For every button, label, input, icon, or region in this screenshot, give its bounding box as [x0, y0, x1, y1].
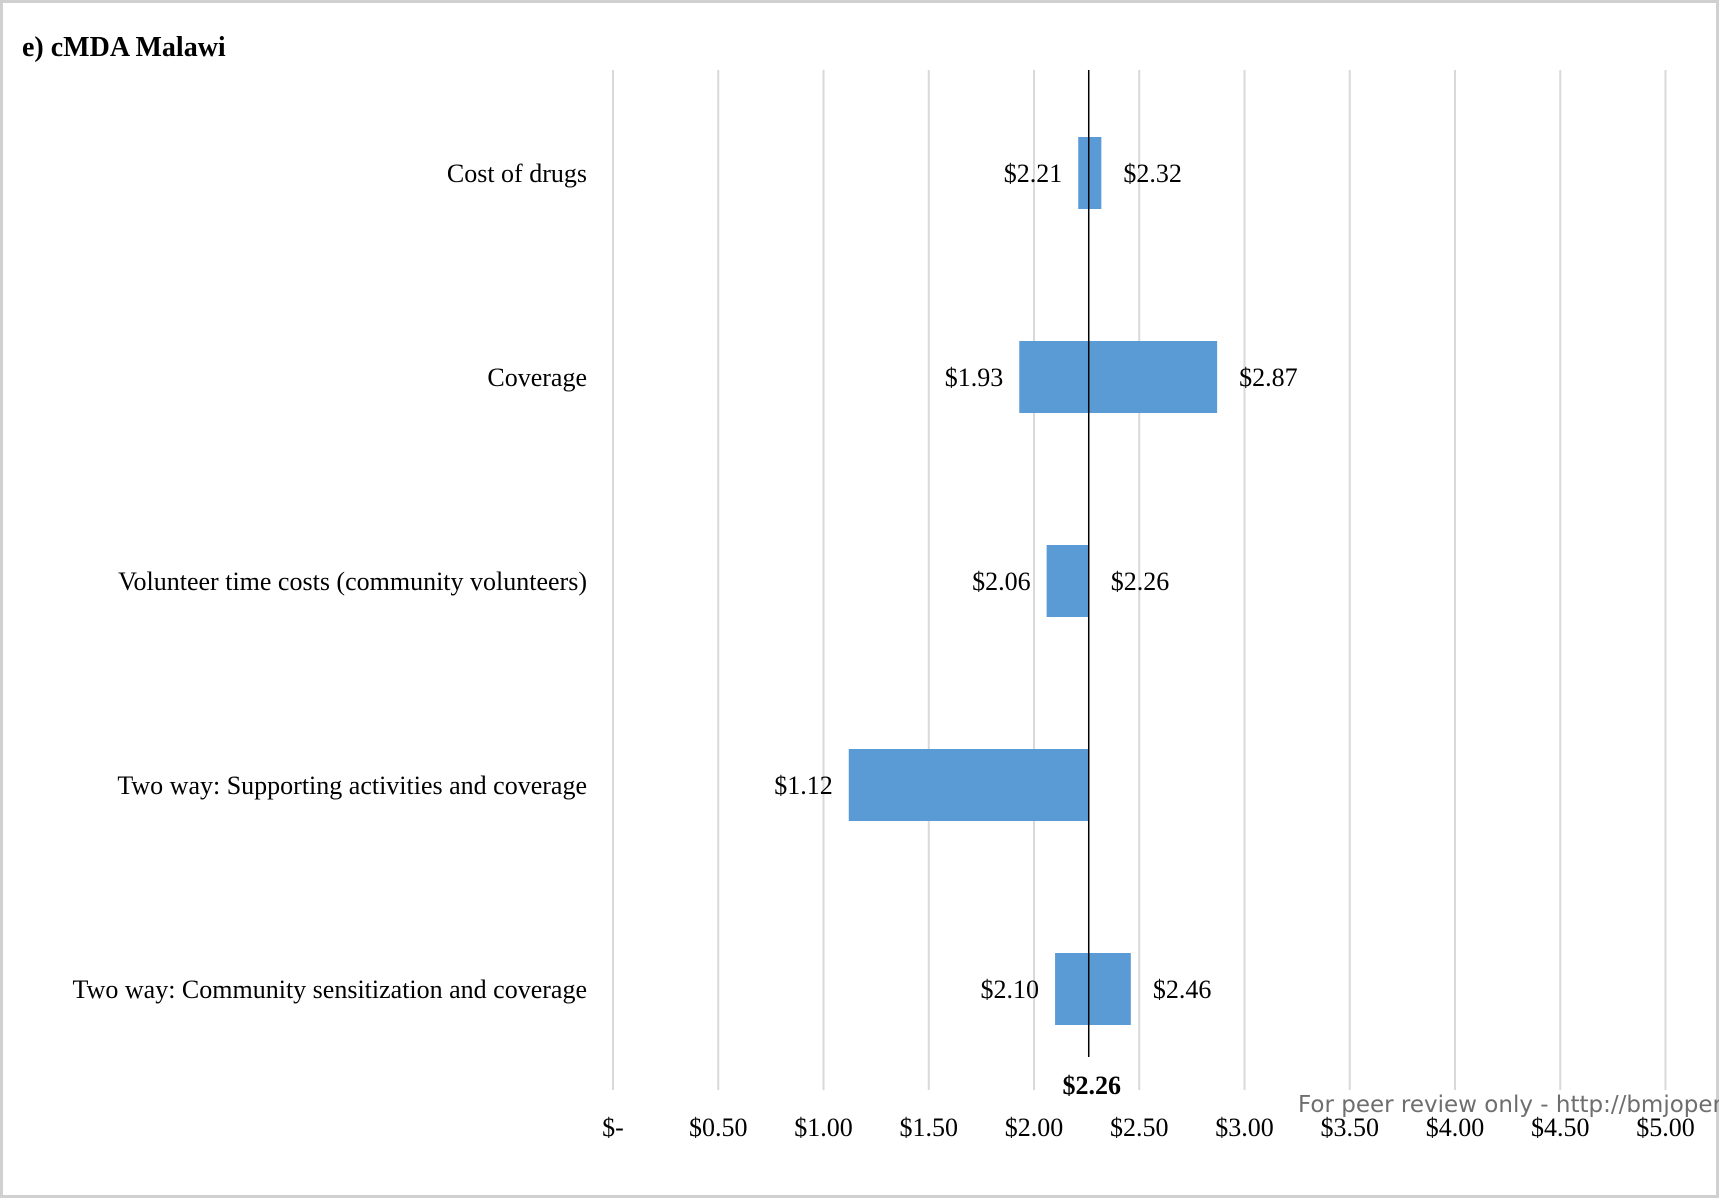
- low-value-label-4: $2.10: [981, 975, 1040, 1004]
- bar-0: [1078, 137, 1102, 209]
- gridlines: [612, 70, 1667, 1090]
- x-tick-label-5: $2.50: [1110, 1113, 1169, 1142]
- category-label-4: Two way: Community sensitization and cov…: [73, 975, 587, 1004]
- category-label-2: Volunteer time costs (community voluntee…: [118, 567, 587, 596]
- category-label-1: Coverage: [487, 363, 587, 392]
- x-tick-label-3: $1.50: [900, 1113, 959, 1142]
- x-axis-ticks: $- $0.50 $1.00 $1.50 $2.00 $2.50 $3.00 $3.50 $4.…: [602, 1113, 1695, 1142]
- x-tick-label-2: $1.00: [794, 1113, 853, 1142]
- bar-3: [848, 749, 1089, 821]
- high-value-label-4: $2.46: [1153, 975, 1212, 1004]
- bar-4: [1055, 953, 1131, 1025]
- low-value-label-1: $1.93: [945, 363, 1004, 392]
- high-value-label-2: $2.26: [1111, 567, 1170, 596]
- x-tick-label-9: $4.50: [1531, 1113, 1590, 1142]
- low-value-label-3: $1.12: [774, 771, 833, 800]
- category-label-0: Cost of drugs: [447, 159, 587, 188]
- baseline-label: $2.26: [1062, 1071, 1121, 1100]
- bar-2: [1046, 545, 1089, 617]
- x-tick-label-0: $-: [602, 1113, 624, 1142]
- x-tick-label-8: $4.00: [1426, 1113, 1485, 1142]
- low-value-label-2: $2.06: [972, 567, 1031, 596]
- chart-title: e) cMDA Malawi: [22, 32, 226, 63]
- bars: [848, 137, 1218, 1025]
- x-tick-label-6: $3.00: [1215, 1113, 1274, 1142]
- value-labels: $2.21 $2.32 $1.93 $2.87 $2.06 $2.26 $1.12 $2.10…: [774, 159, 1297, 1004]
- bar-1: [1019, 341, 1218, 413]
- x-tick-label-10: $5.00: [1636, 1113, 1695, 1142]
- high-value-label-0: $2.32: [1123, 159, 1182, 188]
- high-value-label-1: $2.87: [1239, 363, 1298, 392]
- baseline: $2.26: [1062, 70, 1121, 1100]
- category-labels: Cost of drugs Coverage Volunteer time cost…: [73, 159, 587, 1004]
- low-value-label-0: $2.21: [1004, 159, 1063, 188]
- x-tick-label-1: $0.50: [689, 1113, 748, 1142]
- category-label-3: Two way: Supporting activities and cover…: [117, 771, 587, 800]
- x-tick-label-4: $2.00: [1005, 1113, 1064, 1142]
- x-tick-label-7: $3.50: [1321, 1113, 1380, 1142]
- watermark-text: For peer review only - http://bmjopen: [1298, 1092, 1719, 1118]
